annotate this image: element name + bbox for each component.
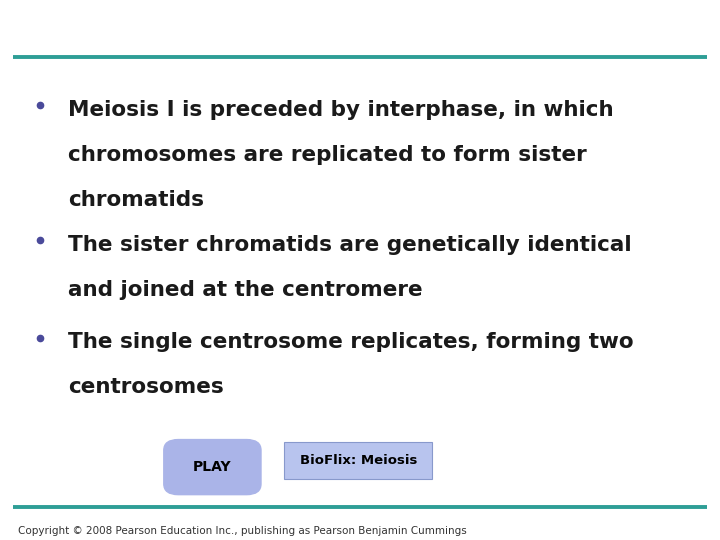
Text: PLAY: PLAY <box>193 460 232 474</box>
FancyBboxPatch shape <box>284 442 432 479</box>
Text: The single centrosome replicates, forming two: The single centrosome replicates, formin… <box>68 332 634 352</box>
Text: BioFlix: Meiosis: BioFlix: Meiosis <box>300 454 417 467</box>
Text: Meiosis I is preceded by interphase, in which: Meiosis I is preceded by interphase, in … <box>68 100 614 120</box>
FancyBboxPatch shape <box>164 440 261 495</box>
Text: centrosomes: centrosomes <box>68 377 224 397</box>
Text: The sister chromatids are genetically identical: The sister chromatids are genetically id… <box>68 235 632 255</box>
Text: Copyright © 2008 Pearson Education Inc., publishing as Pearson Benjamin Cummings: Copyright © 2008 Pearson Education Inc.,… <box>18 525 467 536</box>
Text: chromosomes are replicated to form sister: chromosomes are replicated to form siste… <box>68 145 587 165</box>
Text: chromatids: chromatids <box>68 190 204 210</box>
Text: and joined at the centromere: and joined at the centromere <box>68 280 423 300</box>
